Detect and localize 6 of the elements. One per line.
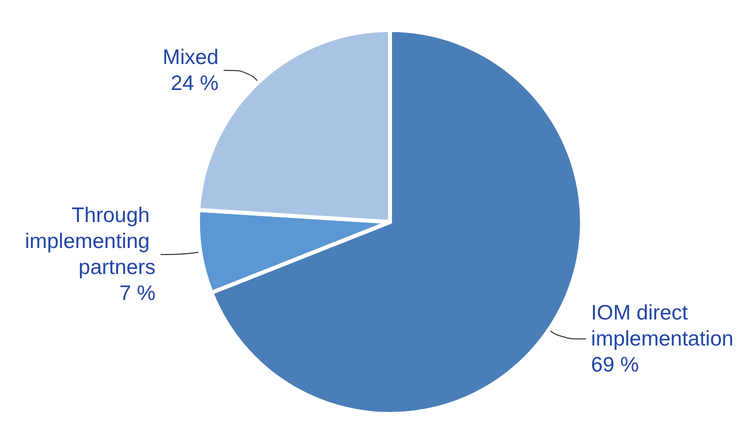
slice-label: Mixed	[162, 46, 219, 69]
slice-label: Through implementing partners	[24, 204, 156, 280]
data-label: 69 %	[591, 353, 639, 376]
slice-label: IOM direct implementation	[591, 301, 734, 350]
data-label: 24 %	[170, 72, 219, 95]
data-label: 7 %	[119, 282, 156, 306]
